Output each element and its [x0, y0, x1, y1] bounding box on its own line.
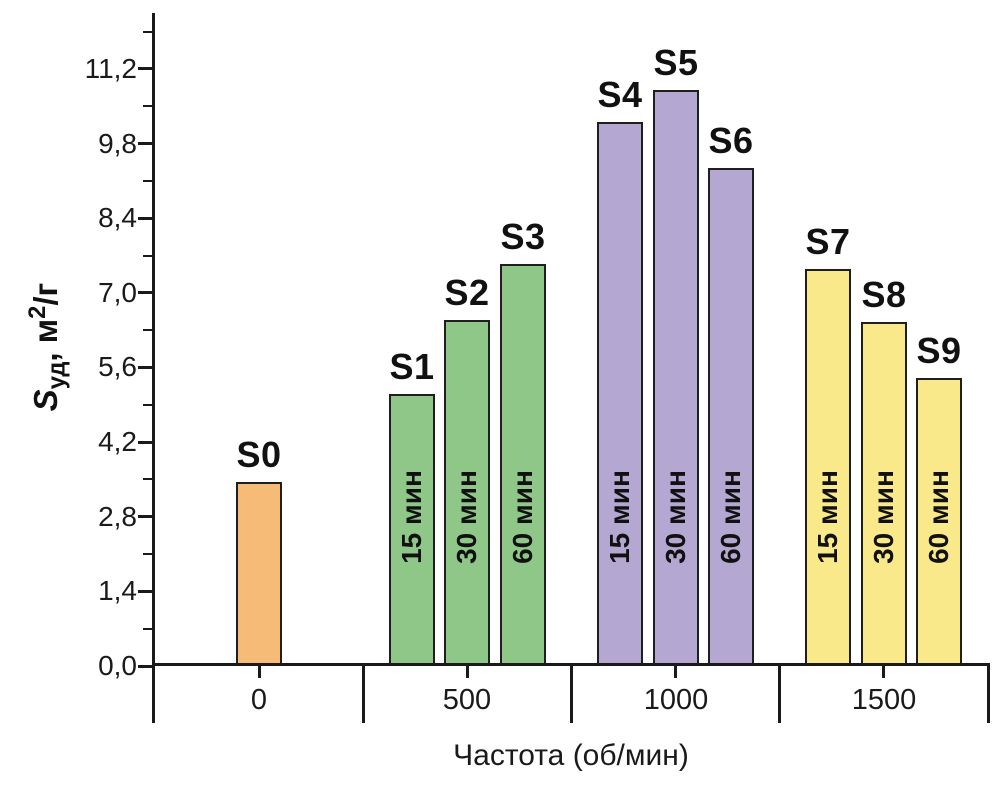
x-axis-tick [882, 666, 885, 678]
y-axis-minor-tick [143, 553, 152, 555]
x-axis-tick [466, 666, 469, 678]
x-axis-title: Частота (об/мин) [453, 739, 689, 772]
y-axis-major-tick [138, 665, 152, 668]
category-separator [778, 663, 781, 723]
bar-S6 [708, 168, 754, 666]
bar-duration-label: 30 мин [451, 470, 482, 564]
category-separator [987, 663, 990, 723]
x-axis-tick-label: 1500 [851, 684, 917, 716]
y-axis-minor-tick [143, 105, 152, 107]
x-axis-line [152, 663, 988, 666]
x-axis-tick [258, 666, 261, 678]
y-axis-title-subscript: уд [43, 361, 71, 390]
category-separator [570, 663, 573, 723]
bar-duration-label: 60 мин [715, 470, 746, 564]
bar-label-S8: S8 [861, 274, 907, 315]
y-axis-title-superscript: 2 [24, 305, 51, 319]
bar-label-S2: S2 [444, 272, 490, 313]
bar-duration-label: 15 мин [812, 470, 843, 564]
bar-duration-label: 15 мин [396, 470, 427, 564]
y-axis-tick-label: 0,0 [98, 650, 137, 681]
y-axis-line [152, 13, 155, 723]
y-axis-title-suffix: /г [27, 282, 64, 306]
bar-duration-label: 30 мин [660, 470, 691, 564]
y-axis-minor-tick [143, 329, 152, 331]
y-axis-tick-label: 5,6 [98, 351, 137, 382]
bar-S3 [500, 264, 546, 666]
y-axis-title: Sуд, м2/г [12, 197, 71, 497]
y-axis-minor-tick [143, 628, 152, 630]
bar-label-S3: S3 [500, 216, 546, 257]
x-axis-tick [674, 666, 677, 678]
y-axis-major-tick [138, 366, 152, 369]
bar-duration-label: 30 мин [868, 470, 899, 564]
bar-label-S6: S6 [708, 120, 754, 161]
bar-S5 [653, 90, 699, 666]
y-axis-minor-tick [143, 478, 152, 480]
bar-S9 [916, 378, 962, 666]
bar-label-S4: S4 [597, 74, 643, 115]
y-axis-major-tick [138, 441, 152, 444]
y-axis-tick-label: 7,0 [98, 277, 137, 308]
y-axis-minor-tick [143, 404, 152, 406]
bar-S8 [861, 322, 907, 666]
y-axis-major-tick [138, 67, 152, 70]
bar-label-S0: S0 [236, 434, 282, 475]
x-axis-tick-label: 500 [442, 684, 492, 716]
bar-duration-label: 60 мин [507, 470, 538, 564]
y-axis-minor-tick [143, 31, 152, 33]
y-axis-tick-label: 1,4 [98, 575, 137, 606]
y-axis-tick-label: 2,8 [98, 501, 137, 532]
bar-duration-label: 15 мин [604, 470, 635, 564]
y-axis-tick-label: 11,2 [84, 53, 137, 84]
bar-S0 [236, 482, 282, 666]
y-axis-title-symbol: S [27, 389, 64, 412]
y-axis-minor-tick [143, 180, 152, 182]
bar-S1 [389, 394, 435, 666]
bar-label-S5: S5 [653, 42, 699, 83]
y-axis-major-tick [138, 217, 152, 220]
bar-label-S9: S9 [916, 330, 962, 371]
y-axis-minor-tick [143, 255, 152, 257]
y-axis-tick-label: 8,4 [98, 202, 137, 233]
y-axis-major-tick [138, 291, 152, 294]
bar-label-S7: S7 [805, 221, 851, 262]
y-axis-tick-label: 9,8 [98, 128, 137, 159]
bar-duration-label: 60 мин [923, 470, 954, 564]
x-axis-tick-label: 0 [250, 684, 268, 716]
x-axis-tick-label: 1000 [643, 684, 709, 716]
category-separator [362, 663, 365, 723]
bar-label-S1: S1 [389, 346, 435, 387]
y-axis-tick-label: 4,2 [98, 426, 137, 457]
y-axis-major-tick [138, 515, 152, 518]
y-axis-major-tick [138, 142, 152, 145]
y-axis-title-middle: , м [27, 318, 64, 362]
y-axis-major-tick [138, 590, 152, 593]
